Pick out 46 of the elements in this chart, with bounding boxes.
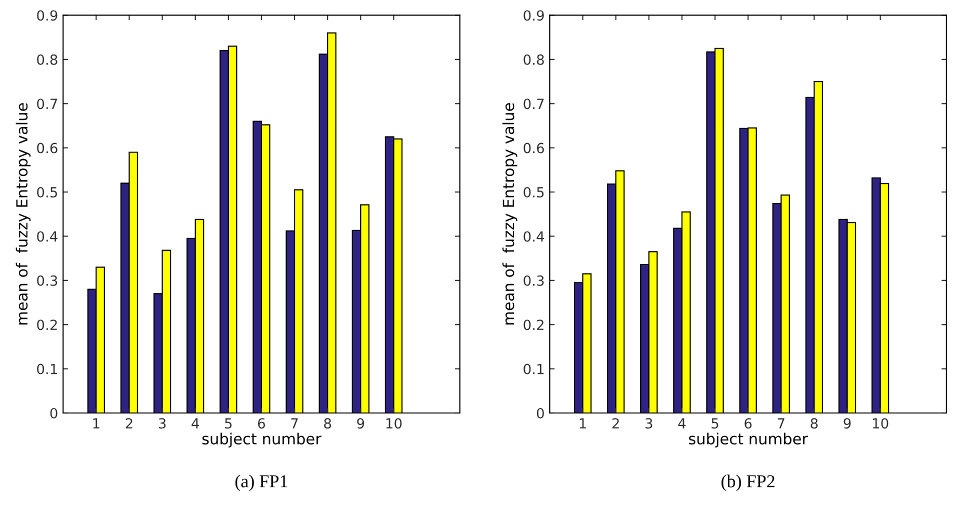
y-tick-label: 0.8 — [524, 54, 544, 65]
x-tick-label: 10 — [873, 418, 888, 429]
y-tick-label: 0 — [536, 408, 544, 418]
x-tick-label: 1 — [93, 418, 100, 428]
y-tick-label: 0.8 — [37, 54, 58, 65]
y-tick-label: 0.7 — [37, 98, 58, 110]
y-tick-label: 0.6 — [524, 142, 544, 154]
y-tick-label: 0 — [50, 408, 58, 418]
x-tick-label: 5 — [712, 418, 718, 429]
y-tick-label: 0.2 — [524, 320, 544, 330]
x-tick-label: 3 — [646, 418, 652, 429]
text: (b) FP2 — [722, 474, 774, 492]
x-axis-title: subject number — [688, 432, 808, 448]
y-tick-label: 0.2 — [37, 320, 57, 330]
y-tick-label: 0.1 — [524, 364, 544, 374]
y-tick-label: 0.4 — [37, 231, 58, 242]
x-tick-label: 4 — [678, 418, 686, 428]
y-axis-title: mean of fuzzy Entropy value — [502, 103, 518, 325]
y-tick-label: 0.7 — [524, 98, 544, 110]
x-tick-label: 4 — [192, 418, 199, 428]
y-tick-label: 0.5 — [37, 186, 58, 198]
x-tick-label: 2 — [126, 418, 132, 428]
text: (a) FP1 — [235, 474, 288, 492]
y-tick-label: 0.4 — [524, 231, 544, 242]
y-tick-label: 0.6 — [37, 142, 58, 154]
y-tick-label: 0.9 — [37, 10, 58, 21]
y-tick-label: 0.3 — [37, 275, 58, 286]
x-tick-label: 7 — [778, 418, 784, 428]
x-tick-label: 6 — [744, 418, 752, 429]
x-tick-label: 10 — [386, 418, 402, 429]
y-tick-label: 0.3 — [524, 275, 544, 286]
x-tick-label: 1 — [580, 418, 586, 428]
x-tick-label: 9 — [844, 418, 851, 429]
y-tick-label: 0.1 — [37, 364, 57, 374]
y-axis-title: mean of fuzzy Entropy value — [16, 103, 31, 325]
x-tick-label: 6 — [258, 418, 266, 429]
x-tick-label: 9 — [357, 418, 364, 429]
x-tick-label: 5 — [225, 418, 232, 429]
x-tick-label: 8 — [810, 418, 818, 429]
y-tick-label: 0.9 — [524, 10, 544, 21]
x-tick-label: 3 — [158, 418, 166, 429]
x-tick-label: 2 — [612, 418, 619, 428]
x-tick-label: 8 — [324, 418, 332, 429]
x-tick-label: 7 — [291, 418, 298, 428]
x-axis-title: subject number — [202, 432, 322, 448]
y-tick-label: 0.5 — [524, 186, 544, 198]
